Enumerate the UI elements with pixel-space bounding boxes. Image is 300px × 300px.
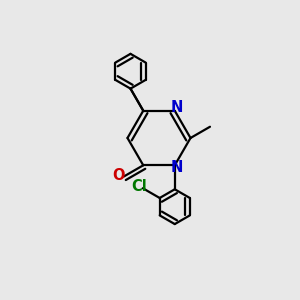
Text: Cl: Cl [131, 179, 147, 194]
Text: N: N [170, 160, 183, 175]
Text: O: O [112, 168, 124, 183]
Text: N: N [170, 100, 183, 115]
